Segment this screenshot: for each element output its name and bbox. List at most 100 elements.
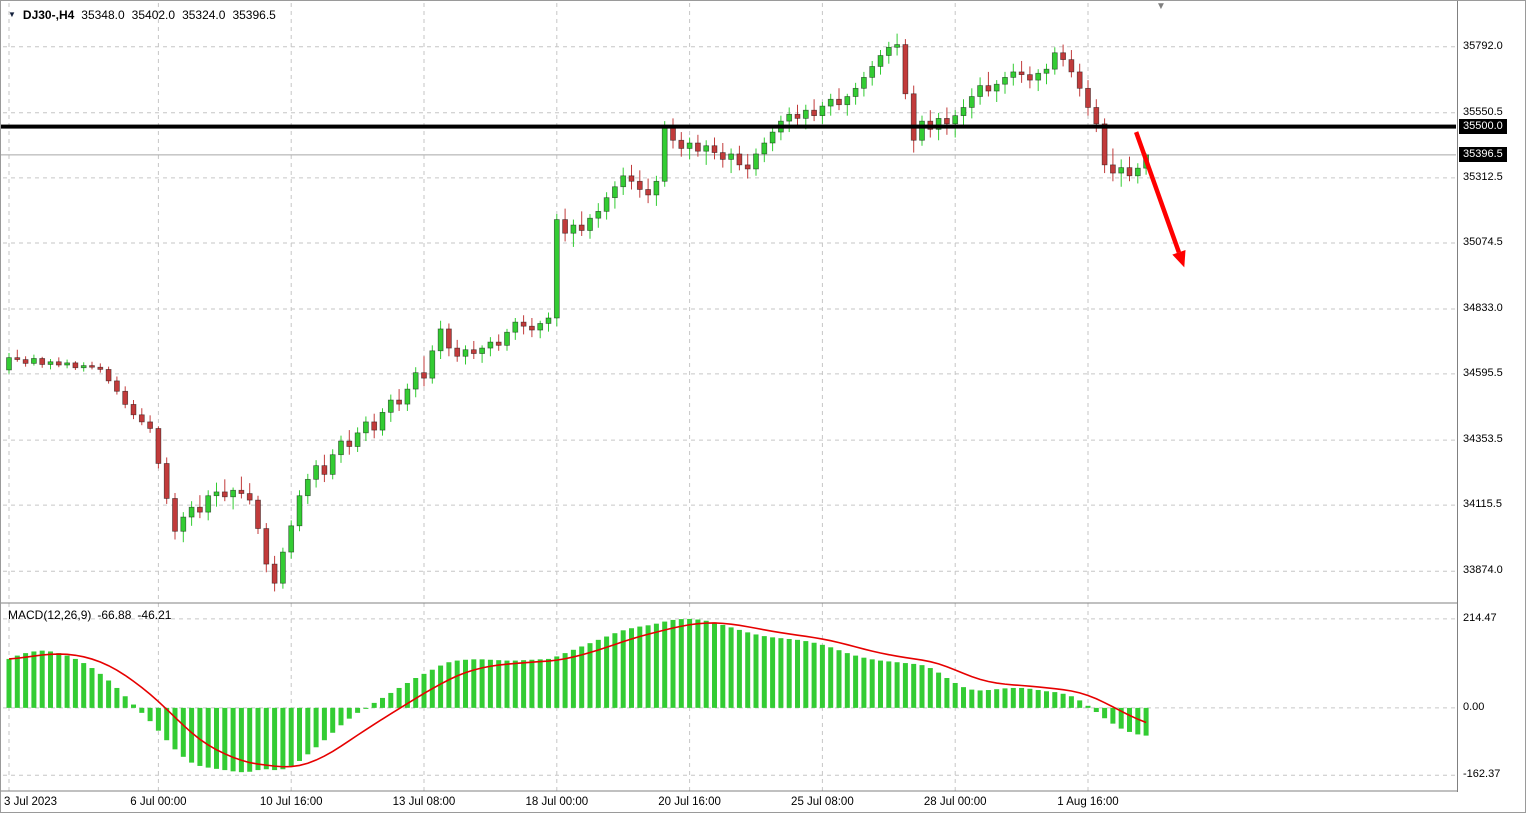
candle-body <box>180 516 187 532</box>
candle-body <box>661 126 668 182</box>
macd-histogram-bar <box>977 690 983 708</box>
candle-body <box>670 126 676 141</box>
macd-histogram-bar <box>1127 707 1132 732</box>
candle-body <box>479 347 485 354</box>
resistance-line[interactable] <box>1 124 1456 129</box>
candle-body <box>512 321 519 333</box>
price-axis-label: 35550.5 <box>1463 105 1503 118</box>
macd-histogram-bar <box>1044 691 1049 708</box>
macd-histogram-bar <box>471 659 477 708</box>
candle-body <box>819 105 826 117</box>
macd-histogram-bar <box>255 707 261 771</box>
macd-histogram-bar <box>388 692 394 708</box>
time-axis-label: 6 Jul 00:00 <box>130 796 187 808</box>
candle-body <box>280 551 286 584</box>
price-axis-label: 34115.5 <box>1463 498 1502 511</box>
macd-histogram-bar <box>404 682 410 708</box>
candle-body <box>769 131 776 144</box>
macd-histogram-bar <box>969 689 975 708</box>
macd-histogram-bar <box>504 660 510 708</box>
macd-histogram-bar <box>6 658 12 708</box>
candle-body <box>1134 167 1141 177</box>
candle-body <box>620 175 627 188</box>
trend-arrow-head[interactable] <box>1172 249 1186 268</box>
macd-histogram-bar <box>795 639 800 708</box>
candle-body <box>379 411 386 431</box>
candle-body <box>122 390 129 405</box>
macd-histogram-bar <box>886 661 892 708</box>
candle-body <box>753 153 759 170</box>
candle-body <box>421 372 427 379</box>
candle-body <box>952 115 959 125</box>
candle-body <box>1060 52 1066 60</box>
macd-histogram-bar <box>869 659 875 708</box>
macd-histogram-bar <box>836 650 842 708</box>
macd-histogram-bar <box>985 690 991 708</box>
macd-histogram-bar <box>363 707 369 709</box>
candle-body <box>114 380 120 392</box>
macd-main-value: -66.88 <box>97 608 132 622</box>
candle-body <box>852 87 859 97</box>
candle-body <box>271 563 278 584</box>
candle-body <box>744 164 751 170</box>
candle-body <box>545 317 552 324</box>
chart-shift-marker-icon[interactable]: ▼ <box>1156 1 1166 12</box>
candle-body <box>97 366 104 370</box>
macd-histogram-bar <box>761 636 767 708</box>
candle-body <box>47 361 54 365</box>
candle-body <box>1010 71 1017 78</box>
resistance-price-tag[interactable]: 35500.0 <box>1459 119 1507 135</box>
trend-arrow-shaft[interactable] <box>1134 131 1182 254</box>
candle-body <box>470 349 477 354</box>
macd-histogram-bar <box>230 707 236 772</box>
macd-histogram-bar <box>371 702 377 708</box>
candle-body <box>147 421 153 429</box>
price-axis-label: 35074.5 <box>1463 235 1503 248</box>
macd-histogram-bar <box>56 653 62 708</box>
macd-histogram-bar <box>1085 705 1091 708</box>
macd-histogram-bar <box>570 649 576 708</box>
macd-histogram-bar <box>604 636 610 708</box>
candle-body <box>562 219 568 234</box>
macd-histogram-bar <box>1077 700 1083 708</box>
macd-histogram-bar <box>1052 692 1058 708</box>
macd-histogram-bar <box>853 655 859 708</box>
macd-histogram-bar <box>1019 687 1025 708</box>
macd-histogram-bar <box>238 707 244 773</box>
time-axis-label: 3 Jul 2023 <box>4 796 58 808</box>
macd-histogram-bar <box>687 618 693 708</box>
candle-body <box>728 153 734 160</box>
macd-histogram-bar <box>695 619 701 708</box>
candle-body <box>446 328 452 349</box>
open-value: 35348.0 <box>81 8 125 22</box>
macd-histogram-bar <box>1002 688 1008 708</box>
price-axis-label: 34353.5 <box>1463 433 1503 446</box>
macd-histogram-bar <box>1118 707 1124 729</box>
symbol-ohlc-header: ▼ DJ30-,H4 35348.0 35402.0 35324.0 35396… <box>8 8 276 22</box>
macd-histogram-bar <box>122 696 128 708</box>
symbol-period-label: DJ30-,H4 <box>22 8 75 22</box>
candle-body <box>80 365 87 369</box>
candle-body <box>22 359 29 364</box>
candle-body <box>138 414 145 423</box>
candle-body <box>1093 107 1100 125</box>
macd-histogram-bar <box>31 651 37 708</box>
candle-body <box>520 321 527 327</box>
macd-histogram-bar <box>728 627 734 708</box>
macd-axis-label: 0.00 <box>1463 700 1485 713</box>
candle-body <box>246 493 253 501</box>
time-axis[interactable]: 3 Jul 2023 6 Jul 00:00 10 Jul 16:00 13 Jul … <box>1 792 1525 812</box>
price-axis[interactable]: 35792.0 35550.5 35312.5 35074.5 34833.0 34595… <box>1457 1 1525 792</box>
price-axis-label: 35792.0 <box>1463 39 1503 52</box>
macd-histogram-bar <box>413 678 419 708</box>
macd-histogram-bar <box>214 707 219 769</box>
candle-body <box>412 372 419 390</box>
macd-histogram-bar <box>811 642 817 708</box>
candle-body <box>255 499 261 529</box>
macd-histogram-bar <box>537 659 543 708</box>
candle-body <box>321 465 328 475</box>
candle-body <box>429 350 436 379</box>
candle-body <box>105 369 112 382</box>
macd-histogram-bar <box>712 622 717 708</box>
